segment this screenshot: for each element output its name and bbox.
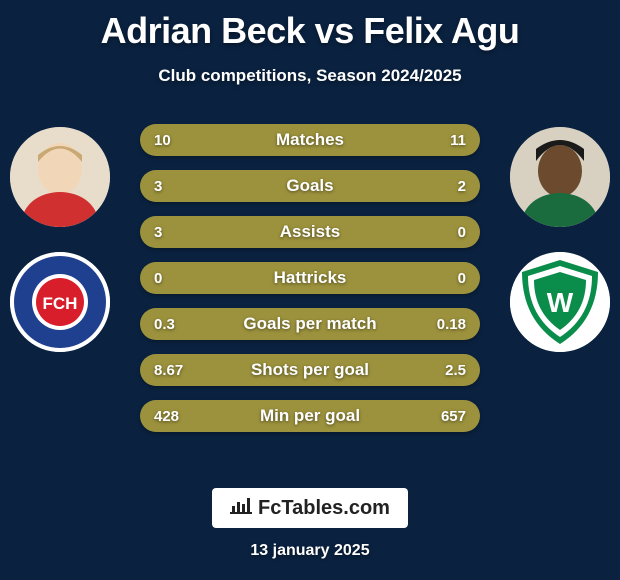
club-badge-right: W: [510, 252, 610, 352]
svg-text:W: W: [547, 287, 574, 318]
club-badge-left: FCH: [10, 252, 110, 352]
stat-left-value: 3: [154, 178, 162, 195]
date-text: 13 january 2025: [0, 542, 620, 560]
stat-left-value: 8.67: [154, 362, 183, 379]
footer: FcTables.com: [0, 488, 620, 528]
stat-right-value: 657: [441, 408, 466, 425]
player-right-avatar: [510, 127, 610, 227]
stat-label: Goals: [286, 176, 333, 196]
stat-bar: 8.67 Shots per goal 2.5: [140, 354, 480, 386]
page-title: Adrian Beck vs Felix Agu: [0, 0, 620, 52]
stat-left-value: 428: [154, 408, 179, 425]
stat-bar: 0.3 Goals per match 0.18: [140, 308, 480, 340]
stat-right-value: 0: [458, 224, 466, 241]
subtitle: Club competitions, Season 2024/2025: [0, 66, 620, 86]
stat-left-value: 0: [154, 270, 162, 287]
stat-bar: 3 Assists 0: [140, 216, 480, 248]
player-left-avatar: [10, 127, 110, 227]
stat-right-value: 0: [458, 270, 466, 287]
stat-label: Goals per match: [243, 314, 376, 334]
stat-right-value: 11: [450, 132, 466, 149]
stat-right-value: 2: [458, 178, 466, 195]
stat-label: Matches: [276, 130, 344, 150]
brand-text: FcTables.com: [258, 497, 390, 520]
stat-right-value: 0.18: [437, 316, 466, 333]
stat-label: Hattricks: [274, 268, 347, 288]
stat-bars: 10 Matches 11 3 Goals 2 3 Assists 0 0 Hattricks 0 0.…: [140, 124, 480, 446]
stat-bar: 0 Hattricks 0: [140, 262, 480, 294]
stat-left-value: 3: [154, 224, 162, 241]
svg-text:FCH: FCH: [43, 294, 78, 313]
stat-label: Min per goal: [260, 406, 360, 426]
chart-icon: [230, 496, 252, 520]
stat-label: Assists: [280, 222, 340, 242]
stat-label: Shots per goal: [251, 360, 369, 380]
stat-bar: 428 Min per goal 657: [140, 400, 480, 432]
stat-left-value: 0.3: [154, 316, 175, 333]
stat-bar: 10 Matches 11: [140, 124, 480, 156]
stat-left-value: 10: [154, 132, 171, 149]
stat-right-value: 2.5: [445, 362, 466, 379]
brand-badge[interactable]: FcTables.com: [212, 488, 408, 528]
stat-bar: 3 Goals 2: [140, 170, 480, 202]
